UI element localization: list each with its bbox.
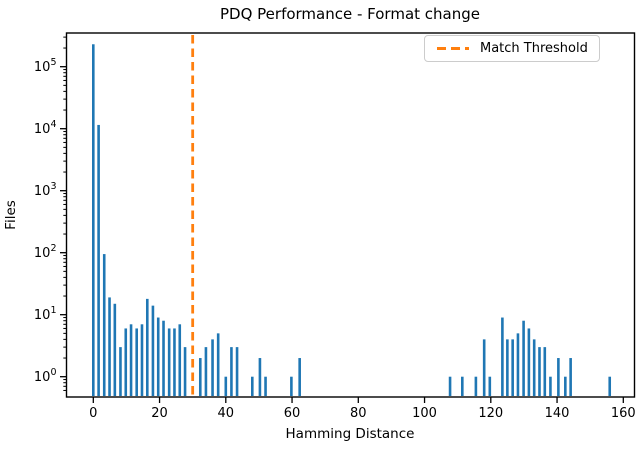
histogram-bar xyxy=(506,339,509,396)
histogram-bar xyxy=(564,376,567,396)
y-tick-label: 103 xyxy=(34,181,57,199)
histogram-bar xyxy=(113,303,117,396)
histogram-bar xyxy=(290,376,293,396)
histogram-bar xyxy=(156,317,160,396)
histogram-bar xyxy=(235,347,239,396)
histogram-bar xyxy=(135,328,138,396)
histogram-bar xyxy=(511,339,514,396)
histogram-bar xyxy=(102,254,106,396)
histogram-bar xyxy=(204,347,208,396)
y-tick-label: 104 xyxy=(34,119,57,137)
histogram-bar xyxy=(543,347,547,396)
histogram-bar xyxy=(448,376,452,396)
histogram-bar xyxy=(474,376,478,396)
histogram-bar xyxy=(92,44,95,397)
legend-dashed-line-icon xyxy=(437,47,469,50)
y-tick-label: 105 xyxy=(34,57,57,75)
histogram-bar xyxy=(230,347,233,396)
x-tick-label: 80 xyxy=(350,406,367,421)
histogram-bar xyxy=(173,328,176,396)
x-tick-label: 60 xyxy=(284,406,301,421)
histogram-bar xyxy=(108,297,111,396)
histogram-bar xyxy=(251,376,254,396)
x-tick-label: 160 xyxy=(611,406,636,421)
histogram-bar xyxy=(516,333,520,396)
histogram-bar xyxy=(538,347,541,396)
histogram-bar xyxy=(608,376,612,396)
y-tick-label: 100 xyxy=(34,367,57,385)
x-tick-label: 40 xyxy=(218,406,235,421)
histogram-bar xyxy=(224,376,228,396)
x-tick-label: 100 xyxy=(412,406,437,421)
histogram-bar xyxy=(129,324,133,396)
histogram-bar xyxy=(124,328,128,396)
histogram-bar xyxy=(488,376,492,396)
x-tick-label: 0 xyxy=(89,406,97,421)
histogram-bar xyxy=(140,324,144,396)
chart-title: PDQ Performance - Format change xyxy=(219,5,481,23)
histogram-bar xyxy=(549,376,552,396)
histogram-bar xyxy=(183,347,187,396)
histogram-bar xyxy=(501,317,504,396)
y-tick-label: 102 xyxy=(34,243,57,261)
histogram-bar xyxy=(162,320,165,396)
histogram-bar xyxy=(569,358,572,396)
histogram-bar xyxy=(298,358,301,396)
y-tick-label: 101 xyxy=(34,305,57,323)
histogram-bar xyxy=(145,298,149,396)
histogram-bar xyxy=(211,339,214,396)
histogram-bar xyxy=(178,324,182,396)
histogram-bar xyxy=(167,328,171,396)
histogram-bar xyxy=(461,376,464,396)
histogram-bar xyxy=(151,305,155,396)
histogram-bar xyxy=(258,358,262,396)
histogram-bar xyxy=(198,358,202,396)
x-tick-label: 140 xyxy=(545,406,570,421)
histogram-bar xyxy=(119,347,122,396)
histogram-bar xyxy=(216,333,220,396)
histogram-bar xyxy=(527,328,531,396)
histogram-bar xyxy=(532,339,536,396)
histogram-bar xyxy=(482,339,486,396)
histogram-bar xyxy=(522,320,525,396)
x-tick-label: 120 xyxy=(478,406,503,421)
histogram-bar xyxy=(97,124,100,396)
histogram-bar xyxy=(264,376,267,396)
legend-label: Match Threshold xyxy=(480,41,588,56)
x-axis-label: Hamming Distance xyxy=(285,426,415,442)
histogram-bar xyxy=(557,358,560,396)
x-tick-label: 20 xyxy=(151,406,168,421)
legend: Match Threshold xyxy=(424,35,600,62)
